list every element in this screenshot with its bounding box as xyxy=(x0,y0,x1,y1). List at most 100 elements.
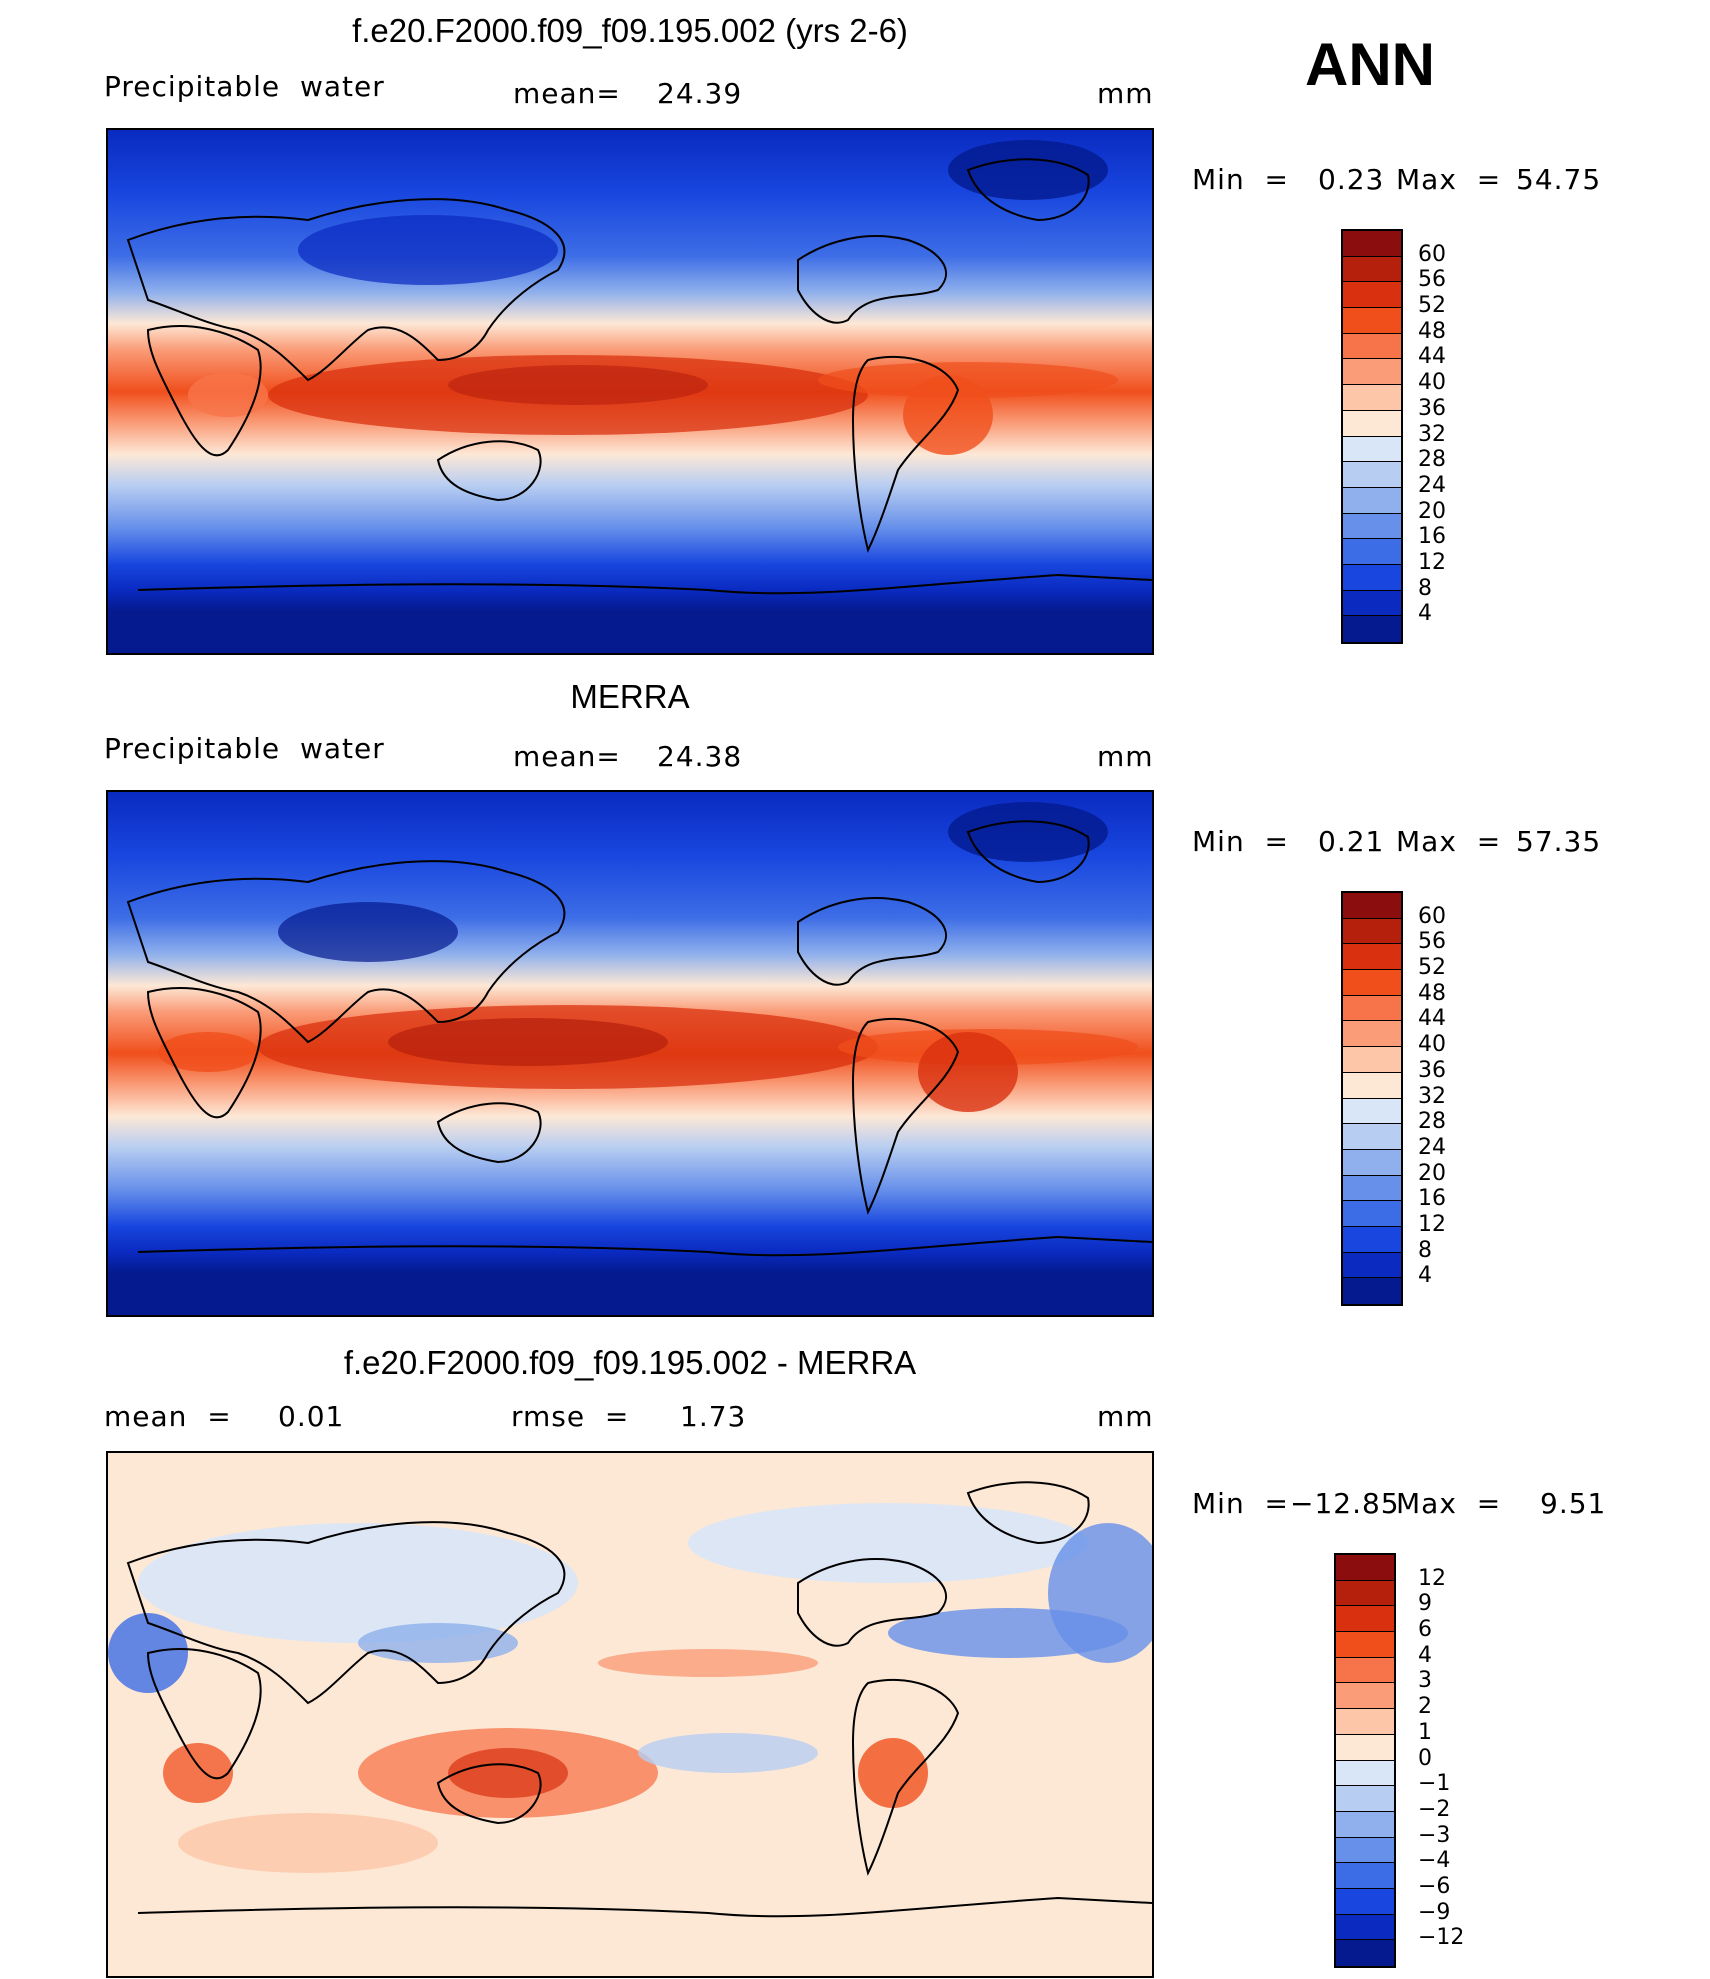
panel-1-units: mm xyxy=(1097,77,1154,110)
colorbar-segment xyxy=(1343,1149,1401,1176)
obs-map-graphic xyxy=(108,792,1152,1315)
colorbar-tick-label: 56 xyxy=(1418,929,1446,955)
panel-3-colorbar-ticks: 12 9 6 4 3 2 1 0 −1 −2 −3 −4 −6 −9 −12 xyxy=(1418,1553,1478,1968)
colorbar-tick-label: 3 xyxy=(1418,1668,1432,1694)
colorbar-segment xyxy=(1343,1226,1401,1253)
colorbar-tick-label: 20 xyxy=(1418,1160,1446,1186)
colorbar-tick-label: −6 xyxy=(1418,1873,1451,1899)
colorbar-tick-label: −1 xyxy=(1418,1771,1451,1797)
colorbar-segment xyxy=(1343,616,1401,642)
colorbar-tick-label: 40 xyxy=(1418,370,1446,396)
colorbar-segment xyxy=(1336,1683,1394,1710)
colorbar-tick-label: 36 xyxy=(1418,395,1446,421)
colorbar-segment xyxy=(1343,539,1401,565)
colorbar-tick-label: −12 xyxy=(1418,1925,1465,1951)
panel-3-min-value: −12.85 xyxy=(1290,1487,1400,1520)
panel-3-mean-value: 0.01 xyxy=(278,1400,345,1433)
panel-3-max-label: Max = xyxy=(1396,1487,1502,1520)
difference-map xyxy=(106,1451,1154,1978)
colorbar-segment xyxy=(1343,333,1401,360)
colorbar-segment xyxy=(1336,1734,1394,1761)
panel-3-max-value: 9.51 xyxy=(1540,1487,1607,1520)
panel-2-mean-value: 24.38 xyxy=(657,740,743,773)
colorbar-tick-label: 24 xyxy=(1418,1134,1446,1160)
panel-1-variable-label: Precipitable water xyxy=(104,70,385,103)
colorbar-segment xyxy=(1343,231,1401,257)
panel-2-min-label: Min = xyxy=(1192,825,1289,858)
colorbar-segment xyxy=(1343,282,1401,309)
colorbar-segment xyxy=(1343,893,1401,919)
colorbar-segment xyxy=(1343,256,1401,283)
colorbar-tick-label: 44 xyxy=(1418,1006,1446,1032)
colorbar-tick-label: 28 xyxy=(1418,447,1446,473)
colorbar-tick-label: 4 xyxy=(1418,1263,1432,1289)
colorbar-tick-label: 56 xyxy=(1418,267,1446,293)
colorbar-segment xyxy=(1343,410,1401,437)
panel-2-mean-label: mean= xyxy=(513,740,621,773)
colorbar-segment xyxy=(1343,487,1401,514)
colorbar-segment xyxy=(1343,462,1401,488)
colorbar-segment xyxy=(1336,1657,1394,1684)
colorbar-segment xyxy=(1343,385,1401,411)
panel-2-colorbar xyxy=(1341,891,1403,1306)
panel-3-min-label: Min = xyxy=(1192,1487,1289,1520)
colorbar-tick-label: 48 xyxy=(1418,980,1446,1006)
colorbar-tick-label: 16 xyxy=(1418,1186,1446,1212)
colorbar-segment xyxy=(1343,1021,1401,1048)
panel-1-mean-value: 24.39 xyxy=(657,77,743,110)
colorbar-tick-label: 0 xyxy=(1418,1745,1432,1771)
colorbar-tick-label: 4 xyxy=(1418,1642,1432,1668)
panel-1-title: f.e20.F2000.f09_f09.195.002 (yrs 2-6) xyxy=(352,12,908,49)
model-map xyxy=(106,128,1154,655)
colorbar-tick-label: 20 xyxy=(1418,498,1446,524)
difference-map-graphic xyxy=(108,1453,1152,1976)
colorbar-segment xyxy=(1336,1555,1394,1581)
colorbar-tick-label: 32 xyxy=(1418,1083,1446,1109)
colorbar-tick-label: 40 xyxy=(1418,1032,1446,1058)
colorbar-segment xyxy=(1336,1632,1394,1658)
colorbar-segment xyxy=(1343,1201,1401,1227)
colorbar-segment xyxy=(1336,1940,1394,1966)
colorbar-segment xyxy=(1343,359,1401,386)
colorbar-segment xyxy=(1336,1709,1394,1735)
colorbar-tick-label: 36 xyxy=(1418,1057,1446,1083)
colorbar-tick-label: 32 xyxy=(1418,421,1446,447)
colorbar-segment xyxy=(1336,1863,1394,1889)
colorbar-segment xyxy=(1343,1072,1401,1099)
colorbar-tick-label: 28 xyxy=(1418,1109,1446,1135)
colorbar-segment xyxy=(1343,513,1401,540)
panel-1-min-label: Min = xyxy=(1192,163,1289,196)
colorbar-segment xyxy=(1343,995,1401,1022)
colorbar-segment xyxy=(1336,1580,1394,1607)
colorbar-tick-label: −4 xyxy=(1418,1848,1451,1874)
colorbar-tick-label: 8 xyxy=(1418,1237,1432,1263)
colorbar-tick-label: −3 xyxy=(1418,1822,1451,1848)
colorbar-segment xyxy=(1343,1124,1401,1150)
colorbar-segment xyxy=(1336,1914,1394,1941)
panel-1-min-value: 0.23 xyxy=(1318,163,1385,196)
panel-3-title: f.e20.F2000.f09_f09.195.002 - MERRA xyxy=(343,1344,917,1381)
colorbar-segment xyxy=(1343,590,1401,617)
colorbar-tick-label: 16 xyxy=(1418,524,1446,550)
colorbar-tick-label: 4 xyxy=(1418,601,1432,627)
colorbar-tick-label: 12 xyxy=(1418,549,1446,575)
colorbar-segment xyxy=(1343,1278,1401,1304)
panel-1-colorbar xyxy=(1341,229,1403,644)
colorbar-tick-label: 44 xyxy=(1418,344,1446,370)
colorbar-tick-label: 60 xyxy=(1418,903,1446,929)
colorbar-segment xyxy=(1336,1606,1394,1633)
panel-1-max-label: Max = xyxy=(1396,163,1502,196)
colorbar-tick-label: −9 xyxy=(1418,1899,1451,1925)
panel-3-colorbar xyxy=(1334,1553,1396,1968)
panel-3-rmse-label: rmse = xyxy=(511,1400,630,1433)
panel-2-max-value: 57.35 xyxy=(1516,825,1602,858)
colorbar-segment xyxy=(1336,1888,1394,1915)
panel-2-min-value: 0.21 xyxy=(1318,825,1385,858)
colorbar-segment xyxy=(1343,1098,1401,1125)
panel-3-units: mm xyxy=(1097,1400,1154,1433)
colorbar-tick-label: −2 xyxy=(1418,1796,1451,1822)
colorbar-segment xyxy=(1343,436,1401,463)
model-map-graphic xyxy=(108,130,1152,653)
panel-2-title: MERRA xyxy=(570,678,690,715)
obs-map xyxy=(106,790,1154,1317)
